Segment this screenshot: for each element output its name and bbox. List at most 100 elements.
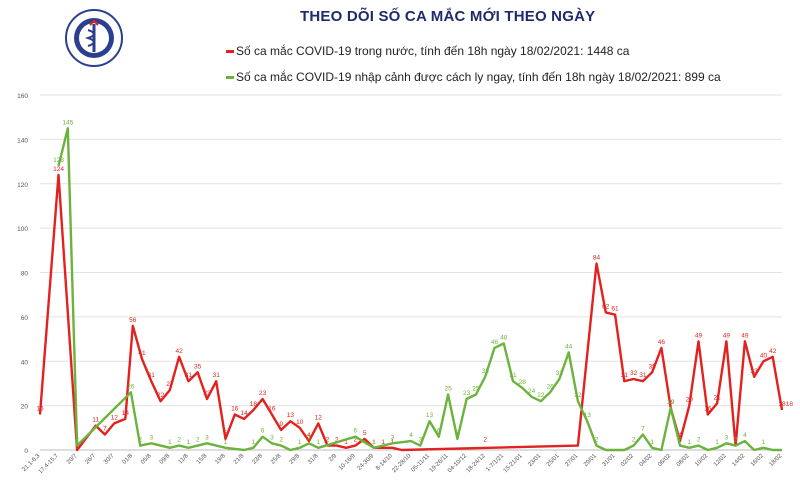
x-tick-label: 27/01 xyxy=(565,453,580,468)
data-label-imported: 1 xyxy=(316,439,320,446)
data-label-imported: 3 xyxy=(391,434,395,441)
data-label-domestic: 84 xyxy=(593,255,601,262)
data-label-domestic: 16 xyxy=(704,406,712,413)
data-label-domestic: 4 xyxy=(678,432,682,439)
x-tick-label: 11/8 xyxy=(178,453,191,466)
data-label-domestic: 31 xyxy=(621,372,629,379)
x-tick-label: 23/8 xyxy=(252,453,265,466)
data-label-domestic: 2 xyxy=(354,437,358,444)
x-tick-label: 26/7 xyxy=(85,453,98,466)
x-tick-label: 01/8 xyxy=(122,453,135,466)
data-label-imported: 32 xyxy=(556,370,564,377)
data-label-domestic: 49 xyxy=(741,332,749,339)
data-label-domestic: 23 xyxy=(203,390,211,397)
x-tick-label: 06/02 xyxy=(657,453,672,468)
data-label-domestic: 16 xyxy=(268,406,276,413)
data-label-imported: 28 xyxy=(519,379,527,386)
x-tick-label: 31/01 xyxy=(602,453,617,468)
data-label-imported: 1 xyxy=(715,439,719,446)
data-label-imported: 22 xyxy=(537,392,545,399)
data-label-imported: 3 xyxy=(725,434,729,441)
data-label-imported: 13 xyxy=(426,412,434,419)
data-label-imported: 48 xyxy=(500,335,508,342)
data-label-domestic: 21 xyxy=(713,394,721,401)
data-label-imported: 1 xyxy=(372,439,376,446)
data-label-domestic: 56 xyxy=(129,317,137,324)
data-label-imported: 3 xyxy=(205,434,209,441)
data-label-domestic: 2 xyxy=(335,437,339,444)
x-tick-label: 2/9 xyxy=(328,453,339,464)
data-label-imported: 26 xyxy=(547,383,555,390)
data-label-domestic: 23 xyxy=(259,390,267,397)
data-label-imported: 3 xyxy=(270,434,274,441)
data-label-domestic: 46 xyxy=(658,339,666,346)
data-label-domestic: 19 xyxy=(667,399,675,406)
data-label-imported: 3 xyxy=(307,434,311,441)
data-label-imported: 25 xyxy=(444,386,452,393)
data-label-imported: 24 xyxy=(528,388,536,395)
data-label-domestic: 42 xyxy=(176,348,184,355)
y-tick-label: 80 xyxy=(21,271,29,278)
data-label-domestic: 2 xyxy=(326,437,330,444)
data-label-domestic: 1 xyxy=(372,439,376,446)
data-label-domestic: 10 xyxy=(296,419,304,426)
x-tick-label: 24-30/9 xyxy=(357,453,376,472)
data-label-domestic: 124 xyxy=(53,166,64,173)
data-label-domestic: 1 xyxy=(381,439,385,446)
data-label-domestic: 31 xyxy=(639,372,647,379)
data-label-imported: 7 xyxy=(641,425,645,432)
data-label-imported: 6 xyxy=(354,428,358,435)
x-tick-label: 29/8 xyxy=(289,453,302,466)
x-tick-label: 23/01 xyxy=(527,453,542,468)
data-label-domestic: 33 xyxy=(751,368,759,375)
x-tick-label: 05/8 xyxy=(140,453,153,466)
data-label-imported: 46 xyxy=(491,339,499,346)
x-tick-label: 25/8 xyxy=(270,453,283,466)
data-label-imported: 145 xyxy=(62,119,73,126)
data-label-domestic: 13 xyxy=(287,412,295,419)
data-label-imported: 5 xyxy=(456,430,460,437)
data-label-domestic: 61 xyxy=(611,306,619,313)
data-label-domestic: 22 xyxy=(157,392,165,399)
data-label-domestic: 35 xyxy=(194,363,202,370)
data-label-imported: 2 xyxy=(418,437,422,444)
data-label-domestic: 11 xyxy=(92,417,99,424)
x-tick-label: 10-16/9 xyxy=(338,453,357,472)
data-label-domestic: 7 xyxy=(103,425,107,432)
data-label-domestic: 12 xyxy=(315,414,323,421)
data-label-imported: 4 xyxy=(409,432,413,439)
y-tick-label: 160 xyxy=(17,93,28,100)
data-label-imported: 2 xyxy=(279,437,283,444)
x-tick-label: 12/02 xyxy=(713,453,728,468)
data-label-domestic: 35 xyxy=(649,363,657,370)
data-label-domestic: 42 xyxy=(769,348,777,355)
data-label-imported: 19 xyxy=(667,399,675,406)
data-label-domestic: 14 xyxy=(240,410,248,417)
x-tick-label: 15-21/01 xyxy=(503,453,524,474)
data-label-domestic: 49 xyxy=(695,332,703,339)
data-label-imported: 2 xyxy=(697,437,701,444)
x-tick-label: 31/8 xyxy=(307,453,320,466)
x-tick-label: 09/8 xyxy=(159,453,172,466)
legend-label-imported: Số ca mắc COVID-19 nhập cảnh được cách l… xyxy=(236,70,721,84)
legend-label-domestic: Số ca mắc COVID-19 trong nước, tính đến … xyxy=(236,44,630,58)
data-label-imported: 2 xyxy=(196,437,200,444)
data-label-imported: 2 xyxy=(734,437,738,444)
data-label-domestic: 49 xyxy=(723,332,731,339)
x-tick-label: 30/7 xyxy=(103,453,116,466)
data-label-domestic: 14 xyxy=(122,410,130,417)
data-label-imported: 22 xyxy=(574,392,582,399)
data-label-imported: 6 xyxy=(437,428,441,435)
x-tick-label: 08/02 xyxy=(676,453,691,468)
y-tick-label: 120 xyxy=(17,182,28,189)
y-tick-label: 20 xyxy=(21,404,29,411)
x-tick-label: 17,4-15,7 xyxy=(38,453,61,476)
data-label-domestic: 2 xyxy=(734,437,738,444)
x-tick-label: 25/01 xyxy=(546,453,561,468)
ministry-of-health-logo-icon xyxy=(65,9,123,67)
legend-item-domestic: Số ca mắc COVID-19 trong nước, tính đến … xyxy=(226,44,629,58)
data-label-domestic: 31 xyxy=(213,372,221,379)
data-label-domestic: 31 xyxy=(185,372,193,379)
y-tick-label: 0 xyxy=(24,448,28,455)
